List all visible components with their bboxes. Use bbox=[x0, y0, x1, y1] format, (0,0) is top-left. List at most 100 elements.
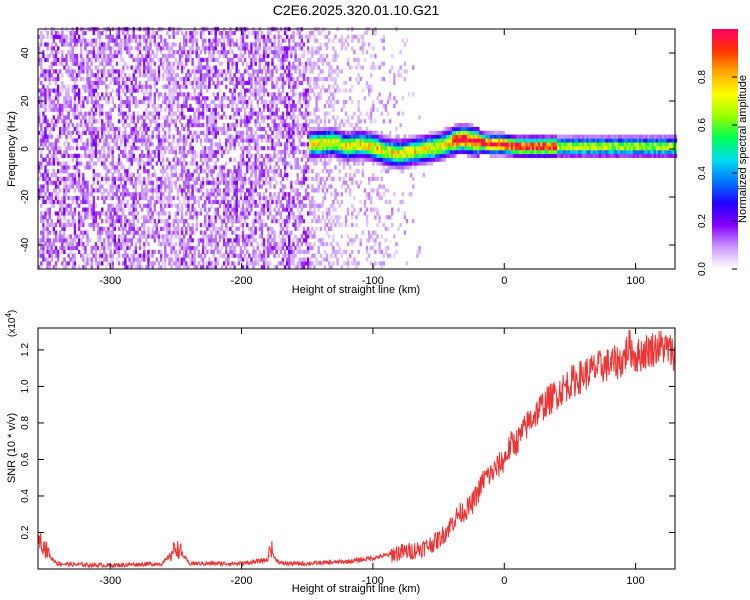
heatmap-cell bbox=[241, 184, 245, 189]
heatmap-cell bbox=[275, 77, 278, 82]
heatmap-cell bbox=[254, 77, 257, 82]
heatmap-cell bbox=[90, 188, 93, 193]
heatmap-cell bbox=[149, 34, 152, 39]
heatmap-cell bbox=[176, 30, 180, 36]
heatmap-cell bbox=[218, 126, 222, 132]
heatmap-cell bbox=[300, 180, 304, 185]
heatmap-cell bbox=[201, 130, 205, 135]
heatmap-cell bbox=[40, 42, 43, 47]
heatmap-cell bbox=[273, 215, 276, 220]
heatmap-cell bbox=[40, 142, 43, 147]
heatmap-cell bbox=[172, 138, 175, 143]
heatmap-cell bbox=[319, 30, 322, 36]
heatmap-cell bbox=[143, 123, 146, 128]
heatmap-cell bbox=[323, 161, 327, 166]
heatmap-cell bbox=[315, 77, 318, 82]
heatmap-cell bbox=[267, 134, 270, 139]
heatmap-cell bbox=[288, 111, 291, 116]
heatmap-cell bbox=[90, 100, 93, 105]
heatmap-cell bbox=[216, 50, 220, 55]
heatmap-cell bbox=[311, 234, 314, 239]
heatmap-cell bbox=[281, 100, 285, 105]
heatmap-cell bbox=[311, 142, 314, 147]
heatmap-cell bbox=[254, 199, 257, 205]
heatmap-cell bbox=[277, 88, 280, 93]
heatmap-cell bbox=[300, 234, 304, 239]
heatmap-cell bbox=[117, 245, 121, 251]
heatmap-cell bbox=[96, 245, 100, 251]
heatmap-cell bbox=[233, 111, 236, 116]
heatmap-cell bbox=[237, 53, 241, 59]
heatmap-cell bbox=[302, 130, 306, 135]
heatmap-cell bbox=[296, 57, 299, 62]
heatmap-cell bbox=[256, 157, 259, 162]
heatmap-cell bbox=[111, 69, 114, 74]
heatmap-cell bbox=[44, 242, 47, 247]
heatmap-cell bbox=[306, 134, 310, 139]
heatmap-cell bbox=[285, 192, 289, 197]
heatmap-cell bbox=[143, 215, 146, 220]
heatmap-cell bbox=[315, 146, 318, 151]
heatmap-cell bbox=[73, 84, 77, 89]
heatmap-cell bbox=[323, 165, 327, 170]
heatmap-cell bbox=[153, 188, 156, 193]
heatmap-cell bbox=[90, 257, 93, 262]
heatmap-cell bbox=[323, 149, 327, 155]
heatmap-cell bbox=[313, 119, 316, 124]
heatmap-cell bbox=[241, 146, 245, 151]
heatmap-cell bbox=[239, 169, 243, 174]
heatmap-cell bbox=[191, 161, 194, 166]
heatmap-cell bbox=[222, 38, 226, 43]
heatmap-cell bbox=[269, 203, 272, 208]
heatmap-cell bbox=[46, 134, 49, 139]
heatmap-cell bbox=[172, 111, 175, 116]
heatmap-cell bbox=[283, 142, 287, 147]
heatmap-cell bbox=[220, 234, 224, 239]
heatmap-cell bbox=[248, 30, 251, 36]
heatmap-cell bbox=[161, 142, 165, 147]
heatmap-cell bbox=[321, 257, 325, 262]
heatmap-cell bbox=[130, 80, 133, 85]
heatmap-cell bbox=[246, 42, 249, 47]
heatmap-cell bbox=[105, 211, 108, 216]
heatmap-cell bbox=[235, 242, 238, 247]
heatmap-cell bbox=[75, 203, 79, 208]
heatmap-cell bbox=[214, 57, 217, 62]
heatmap-cell bbox=[119, 119, 123, 124]
heatmap-cell bbox=[69, 77, 72, 82]
heatmap-cell bbox=[269, 245, 272, 251]
heatmap-cell bbox=[63, 238, 66, 243]
heatmap-cell bbox=[147, 134, 150, 139]
heatmap-cell bbox=[288, 161, 291, 166]
heatmap-cell bbox=[212, 46, 215, 51]
heatmap-cell bbox=[54, 157, 58, 162]
heatmap-cell bbox=[241, 242, 245, 247]
heatmap-cell bbox=[86, 73, 89, 78]
heatmap-cell bbox=[130, 157, 133, 162]
heatmap-cell bbox=[212, 100, 215, 105]
heatmap-cell bbox=[101, 130, 104, 135]
heatmap-cell bbox=[101, 192, 104, 197]
heatmap-cell bbox=[82, 57, 85, 62]
heatmap-cell bbox=[254, 123, 257, 128]
heatmap-cell bbox=[231, 196, 234, 201]
heatmap-cell bbox=[69, 69, 72, 74]
heatmap-cell bbox=[111, 77, 114, 82]
heatmap-cell bbox=[168, 230, 171, 235]
heatmap-cell bbox=[73, 176, 77, 181]
heatmap-cell bbox=[50, 153, 54, 158]
heatmap-cell bbox=[309, 84, 312, 89]
heatmap-cell bbox=[254, 130, 257, 135]
heatmap-cell bbox=[46, 176, 49, 181]
heatmap-cell bbox=[302, 92, 306, 97]
heatmap-cell bbox=[111, 180, 114, 185]
heatmap-cell bbox=[143, 134, 146, 139]
heatmap-cell bbox=[201, 184, 205, 189]
heatmap-cell bbox=[77, 169, 81, 174]
heatmap-cell bbox=[227, 38, 230, 43]
heatmap-cell bbox=[275, 169, 278, 174]
heatmap-cell bbox=[122, 38, 125, 43]
heatmap-cell bbox=[59, 230, 62, 235]
heatmap-cell bbox=[218, 100, 222, 105]
heatmap-cell bbox=[107, 42, 110, 47]
